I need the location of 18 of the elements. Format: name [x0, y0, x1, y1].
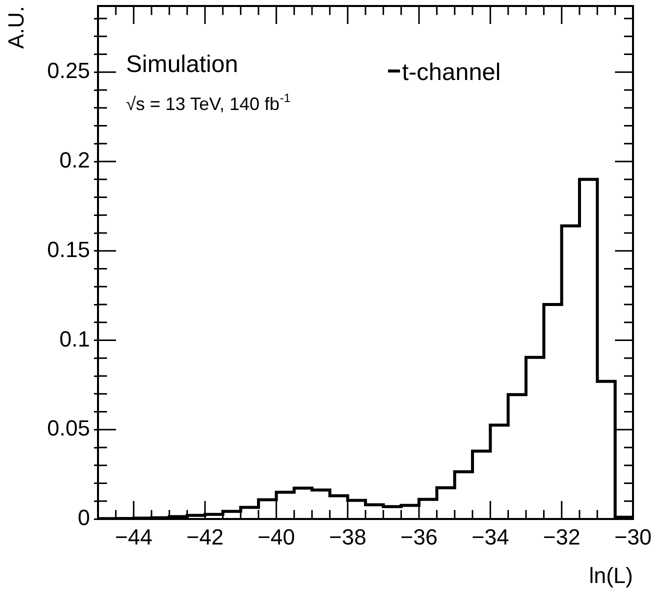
x-tick-label: −32 — [543, 524, 580, 550]
y-tick-label: 0.2 — [59, 148, 90, 173]
y-tick-label: 0.05 — [47, 416, 90, 441]
legend-label: t-channel — [402, 59, 501, 86]
y-tick-label: 0.25 — [47, 58, 90, 84]
x-tick-label: −34 — [472, 524, 509, 550]
y-axis-title: A.U. — [3, 6, 28, 49]
y-tick-label: 0.15 — [47, 236, 90, 262]
annotation: Simulation — [126, 51, 238, 78]
x-tick-label: −36 — [400, 524, 438, 550]
x-tick-label: −44 — [115, 524, 152, 550]
x-tick-label: −40 — [258, 524, 295, 550]
y-tick-label: 0.1 — [59, 326, 90, 352]
x-axis-title: ln(L) — [588, 562, 633, 588]
x-tick-label: −42 — [186, 524, 224, 550]
x-tick-label: −30 — [614, 524, 652, 550]
x-tick-label: −38 — [329, 524, 366, 550]
y-tick-label: 0 — [78, 505, 90, 530]
